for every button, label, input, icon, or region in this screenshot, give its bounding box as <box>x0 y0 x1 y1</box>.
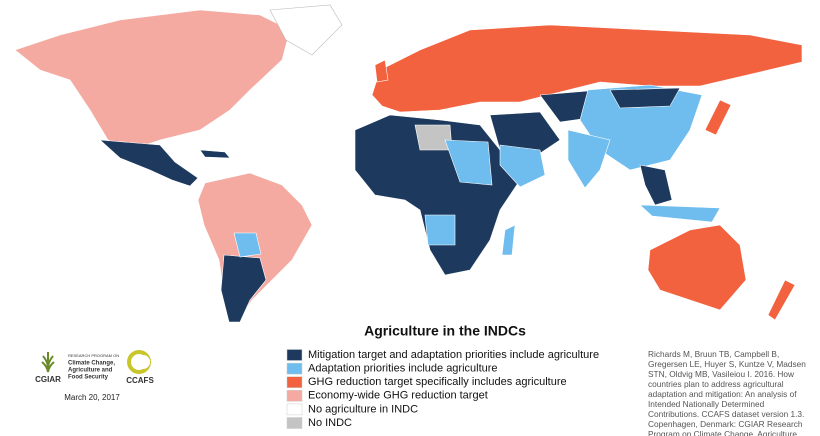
program-line: Agriculture and <box>68 368 113 374</box>
mexico <box>99 139 199 187</box>
mongolia <box>609 87 681 109</box>
southeast-asia <box>639 164 673 206</box>
legend-label: GHG reduction target specifically includ… <box>308 376 567 388</box>
citation-line: STN, Oldvig MB, Vasileiou I. 2016. How <box>648 369 795 379</box>
citation-line: Program on Climate Change, Agriculture <box>648 429 797 436</box>
india <box>567 129 611 189</box>
program-line: RESEARCH PROGRAM ON <box>68 353 119 358</box>
caribbean <box>199 149 231 159</box>
ccafs-label: CCAFS <box>126 376 154 385</box>
legend-label: Adaptation priorities include agricultur… <box>308 363 498 375</box>
north-america <box>14 9 291 151</box>
angola <box>424 214 456 246</box>
date: March 20, 2017 <box>64 393 120 402</box>
legend-label: No INDC <box>308 417 352 429</box>
cgiar-logo: CGIAR <box>35 352 61 384</box>
citation-line: Contributions. CCAFS dataset version 1.3… <box>648 409 804 419</box>
ccafs-logo: CCAFS <box>126 350 154 385</box>
uk <box>374 59 389 83</box>
legend-label: No agriculture in INDC <box>308 403 418 415</box>
legend-swatch <box>286 417 303 429</box>
ccafs-icon-cut <box>136 355 150 369</box>
legend-swatch <box>286 403 303 416</box>
southern-cone <box>220 254 267 323</box>
japan <box>704 99 732 136</box>
legend-swatch <box>286 362 303 375</box>
legend-label: Mitigation target and adaptation priorit… <box>308 349 599 361</box>
citation-line: countries plan to address agricultural <box>648 379 784 389</box>
citation-line: Gregersen LE, Huyer S, Kuntze V, Madsen <box>648 359 806 369</box>
east-africa <box>444 139 493 186</box>
world-map <box>14 4 803 323</box>
arabia <box>499 144 546 188</box>
citation: Richards M, Bruun TB, Campbell B,Gregers… <box>648 349 806 436</box>
greenland <box>269 4 343 56</box>
program-line: Climate Change, <box>68 361 115 367</box>
legend-swatch <box>286 390 303 402</box>
citation-line: Intended Nationally Determined <box>648 399 765 409</box>
legend: Mitigation target and adaptation priorit… <box>286 349 599 429</box>
map-title: Agriculture in the INDCs <box>364 323 526 339</box>
australia <box>647 224 747 311</box>
europe-russia <box>371 24 803 113</box>
citation-line: Richards M, Bruun TB, Campbell B, <box>648 349 779 359</box>
legend-swatch <box>286 349 303 361</box>
program-line: Food Security <box>68 375 109 381</box>
indonesia <box>639 204 721 223</box>
citation-line: adaptation and mitigation: An analysis o… <box>648 389 797 399</box>
legend-label: Economy-wide GHG reduction target <box>308 390 488 402</box>
cgiar-label: CGIAR <box>35 375 61 384</box>
citation-line: Copenhagen, Denmark: CGIAR Research <box>648 419 803 429</box>
bolivia <box>233 232 262 258</box>
north-africa-no-indc <box>414 124 453 151</box>
legend-swatch <box>286 376 303 388</box>
madagascar <box>501 224 516 256</box>
cgiar-icon <box>41 352 55 373</box>
new-zealand <box>767 279 796 321</box>
program-label: RESEARCH PROGRAM ON Climate Change,Agricu… <box>68 353 119 381</box>
